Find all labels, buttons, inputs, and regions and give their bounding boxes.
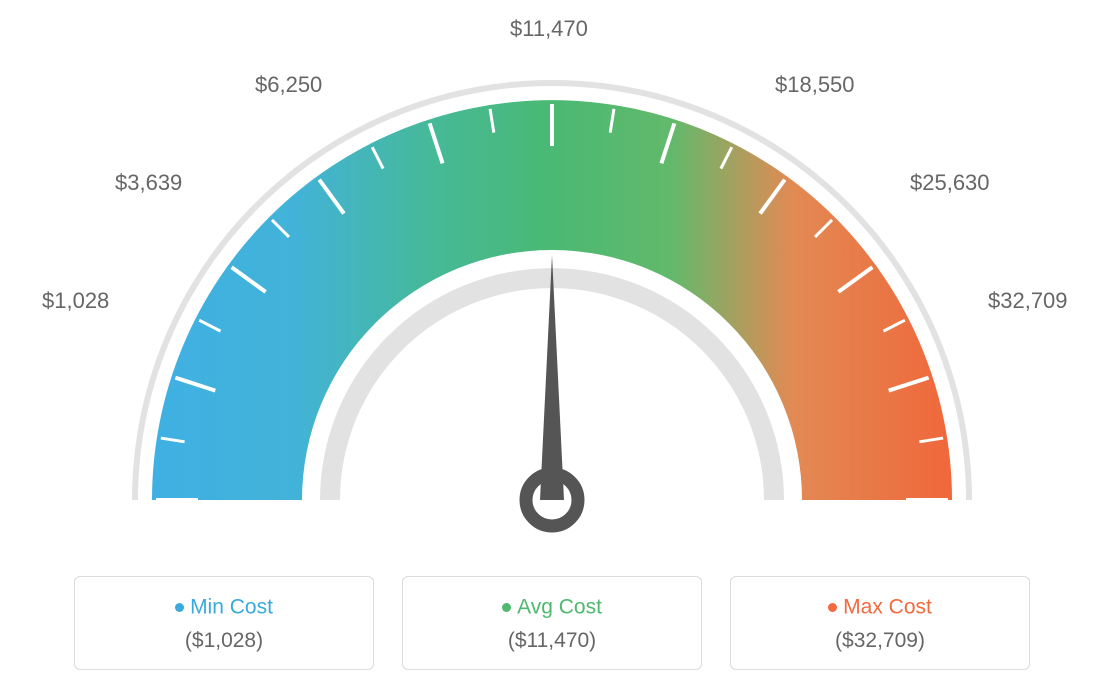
- legend-card-min: Min Cost ($1,028): [74, 576, 374, 670]
- legend-dot-min: [175, 603, 184, 612]
- gauge-tick-label: $11,470: [510, 16, 588, 42]
- legend-title-avg: Avg Cost: [413, 595, 691, 619]
- legend-card-avg: Avg Cost ($11,470): [402, 576, 702, 670]
- legend-label-max: Max Cost: [843, 595, 932, 618]
- gauge-tick-label: $25,630: [910, 170, 990, 196]
- gauge-tick-label: $18,550: [775, 72, 855, 98]
- legend-value-min: ($1,028): [85, 629, 363, 653]
- gauge-tick-label: $32,709: [988, 288, 1068, 314]
- legend-dot-avg: [502, 603, 511, 612]
- gauge-tick-label: $3,639: [115, 170, 182, 196]
- legend-label-avg: Avg Cost: [517, 595, 602, 618]
- gauge-svg: [92, 40, 1012, 540]
- legend-label-min: Min Cost: [190, 595, 273, 618]
- legend-title-max: Max Cost: [741, 595, 1019, 619]
- legend-row: Min Cost ($1,028) Avg Cost ($11,470) Max…: [0, 576, 1104, 670]
- legend-dot-max: [828, 603, 837, 612]
- gauge-chart: $1,028 $3,639 $6,250 $11,470 $18,550 $25,630 $…: [0, 0, 1104, 560]
- legend-value-avg: ($11,470): [413, 629, 691, 653]
- legend-card-max: Max Cost ($32,709): [730, 576, 1030, 670]
- legend-value-max: ($32,709): [741, 629, 1019, 653]
- gauge-tick-label: $1,028: [42, 288, 109, 314]
- gauge-tick-label: $6,250: [255, 72, 322, 98]
- legend-title-min: Min Cost: [85, 595, 363, 619]
